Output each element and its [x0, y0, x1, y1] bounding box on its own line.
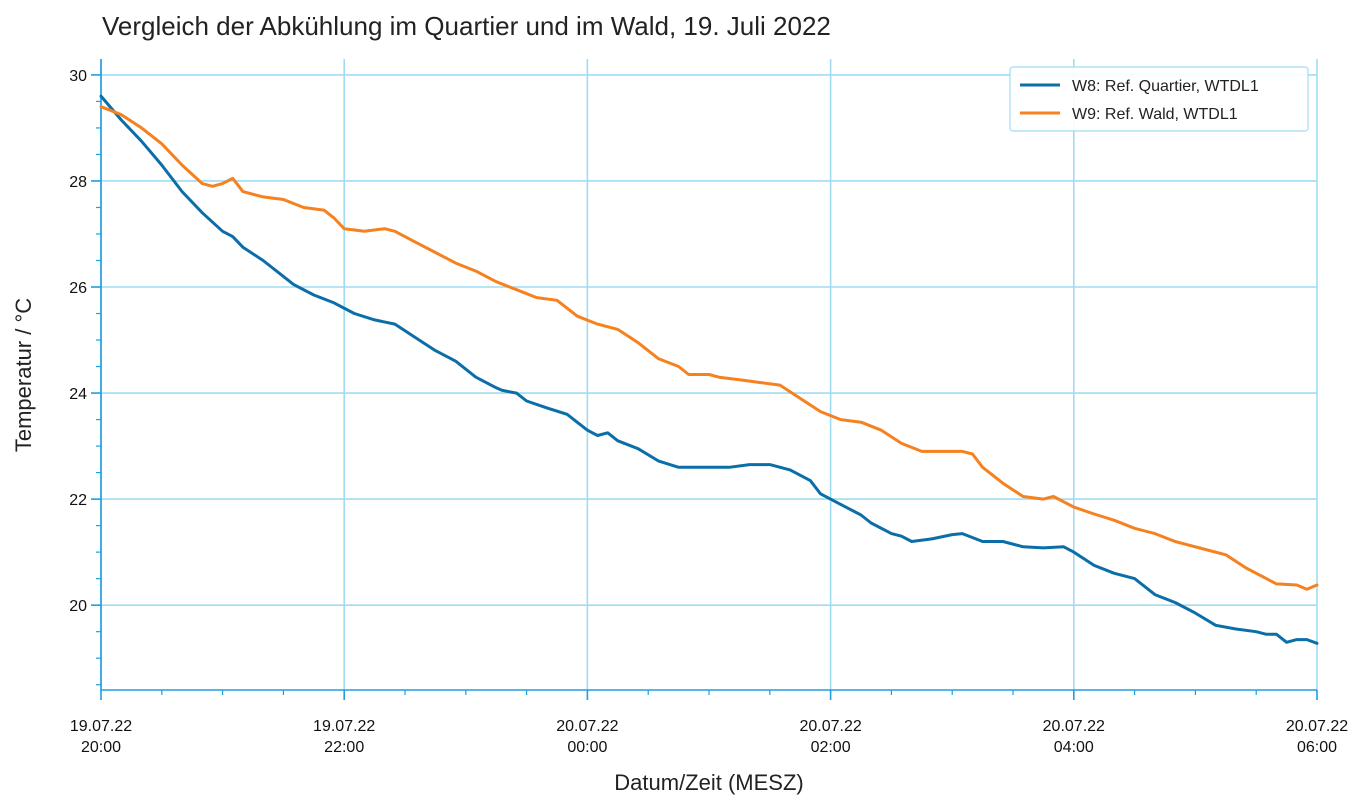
x-tick-label-1: 19.07.22 22:00: [313, 718, 375, 756]
x-tick-time: 06:00: [1297, 739, 1337, 756]
legend-label-0: W8: Ref. Quartier, WTDL1: [1072, 78, 1259, 95]
x-tick-time: 22:00: [324, 739, 364, 756]
y-tick-label-3: 26: [69, 280, 87, 297]
x-tick-date: 20.07.22: [1043, 718, 1105, 735]
series-line-1: [99, 105, 1319, 591]
grid: [100, 59, 1318, 690]
x-tick-time: 00:00: [567, 739, 607, 756]
y-tick-label-0: 20: [69, 598, 87, 615]
x-tick-label-2: 20.07.22 00:00: [556, 718, 618, 756]
x-tick-label-3: 20.07.22 02:00: [799, 718, 861, 756]
x-tick-date: 20.07.22: [799, 718, 861, 735]
x-tick-label-4: 20.07.22 04:00: [1043, 718, 1105, 756]
x-tick-time: 04:00: [1054, 739, 1094, 756]
y-tick-label-5: 30: [69, 68, 87, 85]
series-group: [99, 94, 1319, 645]
x-tick-label-0: 19.07.22 20:00: [70, 718, 132, 756]
x-tick-label-5: 20.07.22 06:00: [1286, 718, 1348, 756]
x-axis-label: Datum/Zeit (MESZ): [614, 770, 803, 795]
legend: W8: Ref. Quartier, WTDL1 W9: Ref. Wald, W…: [1009, 66, 1309, 132]
x-tick-date: 20.07.22: [556, 718, 618, 735]
x-tick-time: 20:00: [81, 739, 121, 756]
y-tick-label-2: 24: [69, 386, 87, 403]
x-tick-date: 19.07.22: [313, 718, 375, 735]
y-tick-label-1: 22: [69, 492, 87, 509]
legend-label-1: W9: Ref. Wald, WTDL1: [1072, 106, 1238, 123]
x-tick-time: 02:00: [811, 739, 851, 756]
x-tick-date: 19.07.22: [70, 718, 132, 735]
series-line-0: [99, 94, 1319, 645]
chart-title: Vergleich der Abkühlung im Quartier und …: [102, 11, 831, 41]
y-tick-label-4: 28: [69, 174, 87, 191]
x-tick-date: 20.07.22: [1286, 718, 1348, 735]
y-axis-label: Temperatur / °C: [11, 298, 36, 452]
legend-box: [1009, 66, 1309, 132]
